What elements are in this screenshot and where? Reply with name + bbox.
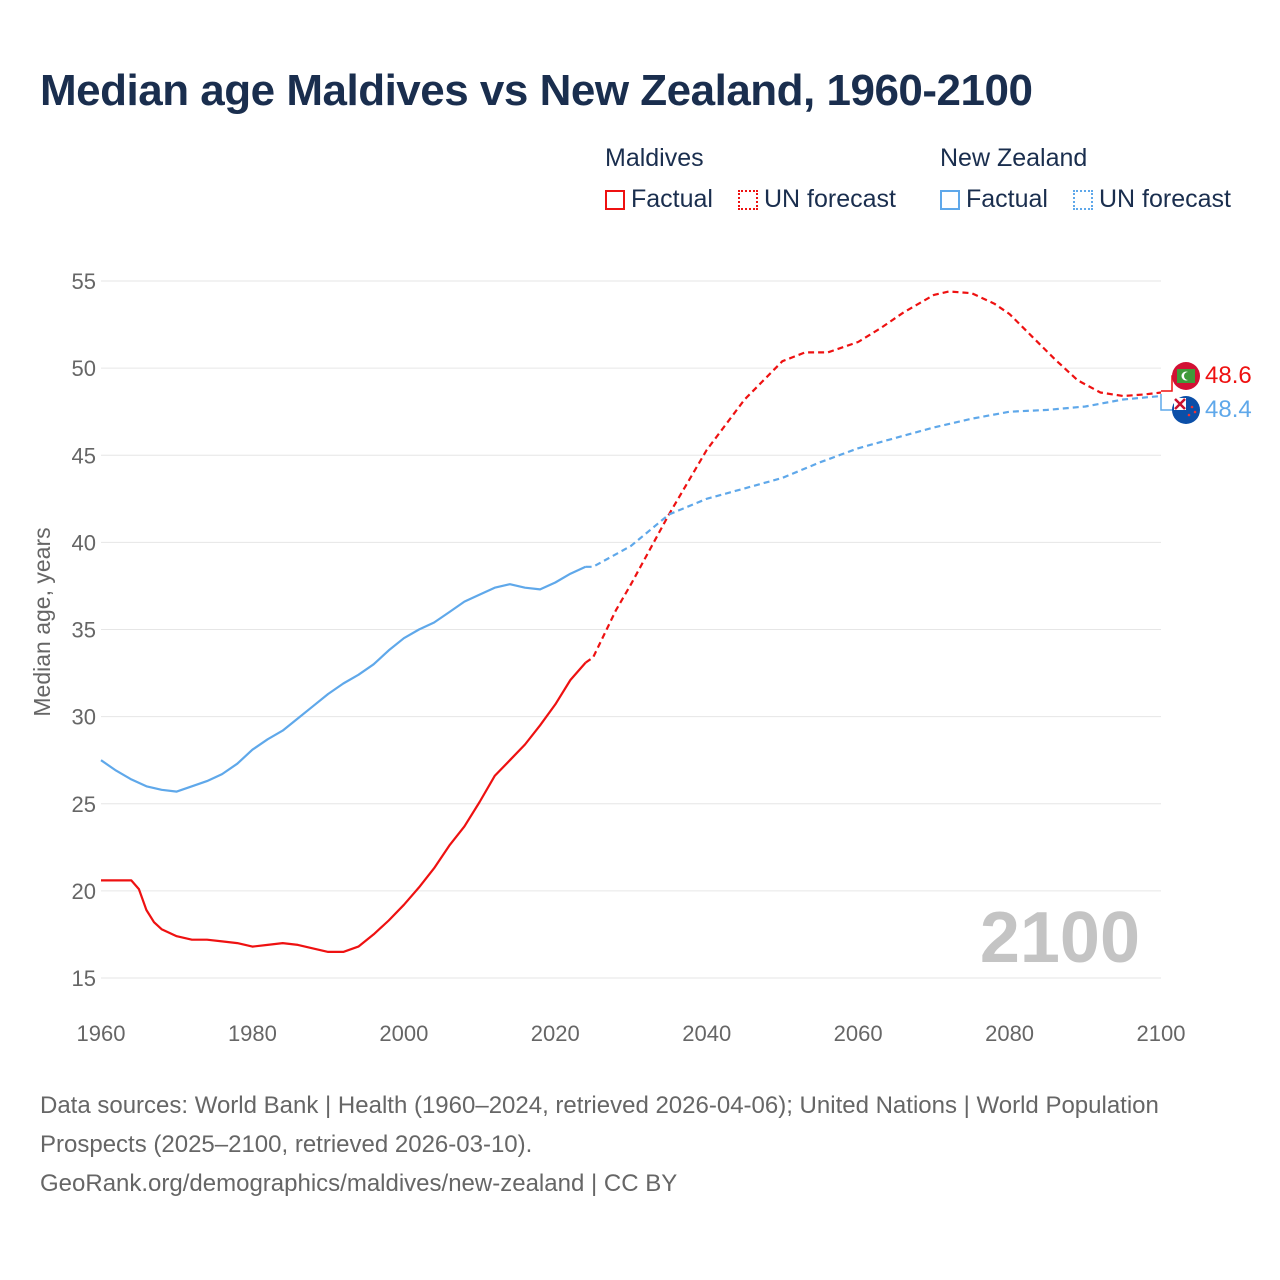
legend-label: Factual (631, 185, 713, 213)
legend-maldives-factual: Factual (605, 185, 713, 214)
nz-label-connector (1160, 394, 1172, 411)
y-tick-label: 45 (72, 443, 96, 468)
new-zealand-forecast-line (585, 394, 1162, 568)
x-tick-label: 1960 (77, 1021, 126, 1046)
year-watermark: 2100 (980, 898, 1140, 978)
new-zealand-flag-icon (1172, 396, 1200, 424)
x-tick-label: 2080 (985, 1021, 1034, 1046)
x-tick-label: 2000 (379, 1021, 428, 1046)
y-tick-label: 35 (72, 618, 96, 643)
y-tick-label: 30 (72, 705, 96, 730)
legend-label: Factual (966, 185, 1048, 213)
y-tick-label: 15 (72, 966, 96, 991)
legend-label: UN forecast (764, 185, 896, 213)
legend-group-new-zealand: New Zealand (940, 144, 1088, 172)
legend-swatch-dotted (1073, 189, 1093, 210)
y-tick-label: 20 (72, 879, 96, 904)
y-axis-label: Median age, years (29, 527, 55, 716)
source-line: Data sources: World Bank | Health (1960–… (40, 1092, 1159, 1158)
legend-swatch-solid (940, 189, 960, 210)
legend-swatch-dotted (738, 189, 758, 210)
source-note: Data sources: World Bank | Health (1960–… (40, 1086, 1190, 1203)
legend-nz-forecast: UN forecast (1073, 185, 1231, 214)
chart-title: Median age Maldives vs New Zealand, 1960… (40, 66, 1033, 115)
y-tick-label: 40 (72, 530, 96, 555)
maldives-forecast-line (584, 290, 1162, 664)
line-chart: 15 20 25 30 35 40 45 50 55 1960 1980 2000 2020 2040 20… (29, 269, 1252, 1046)
x-tick-label: 2020 (531, 1021, 580, 1046)
x-tick-label: 2100 (1137, 1021, 1186, 1046)
new-zealand-factual-line (100, 565, 587, 793)
legend-swatch-solid (605, 189, 625, 210)
legend-label: UN forecast (1099, 185, 1231, 213)
y-tick-label: 50 (72, 356, 96, 381)
x-tick-label: 2040 (682, 1021, 731, 1046)
maldives-factual-line (101, 661, 587, 953)
y-tick-label: 55 (72, 269, 96, 294)
maldives-flag-icon (1172, 362, 1200, 390)
y-tick-label: 25 (72, 792, 96, 817)
x-tick-label: 1980 (228, 1021, 277, 1046)
x-tick-label: 2060 (834, 1021, 883, 1046)
maldives-end-label: 48.6 (1205, 362, 1252, 389)
legend-group-maldives: Maldives (605, 144, 704, 172)
nz-end-label: 48.4 (1205, 396, 1252, 423)
legend-nz-factual: Factual (940, 185, 1048, 214)
legend-maldives-forecast: UN forecast (738, 185, 896, 214)
source-url[interactable]: GeoRank.org/demographics/maldives/new-ze… (40, 1170, 678, 1197)
